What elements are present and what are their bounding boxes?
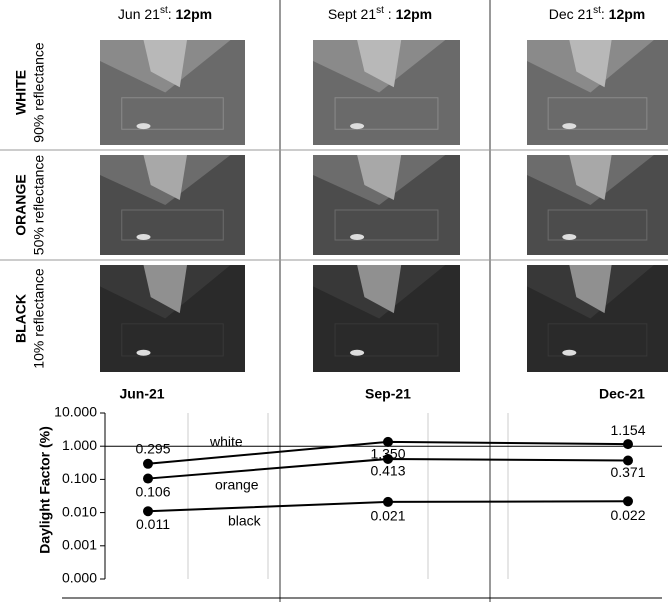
header-time: 12pm [176, 6, 213, 22]
render-light [350, 350, 364, 356]
row-name: ORANGE [13, 174, 29, 235]
header-sep: : [601, 6, 609, 22]
render-light [137, 123, 151, 129]
data-point [143, 506, 153, 516]
data-point [143, 474, 153, 484]
render-light [350, 123, 364, 129]
column-header: Sept 21st : 12pm [328, 5, 432, 22]
series-name: orange [215, 477, 259, 493]
header-sep: : [168, 6, 176, 22]
render-light [562, 123, 576, 129]
header-date: Jun 21 [118, 6, 160, 22]
row-name: BLACK [13, 294, 29, 343]
y-tick-label: 1.000 [62, 437, 97, 453]
data-point [143, 459, 153, 469]
y-tick-label: 0.001 [62, 537, 97, 553]
header-date: Sept 21 [328, 6, 376, 22]
header-date: Dec 21 [549, 6, 594, 22]
x-category-label: Sep-21 [365, 386, 411, 402]
figure: Daylight Factor (%) Jun 21st: 12pm Sept 2… [0, 0, 668, 602]
render-light [137, 350, 151, 356]
data-label: 0.371 [610, 464, 645, 480]
x-category-label: Jun-21 [119, 386, 164, 402]
y-tick-label: 0.010 [62, 503, 97, 519]
series-name: white [209, 434, 243, 450]
data-label: 0.021 [370, 508, 405, 524]
column-header: Dec 21st: 12pm [549, 5, 646, 22]
row-note: 90% reflectance [31, 42, 47, 143]
y-tick-label: 0.000 [62, 570, 97, 586]
column-header: Jun 21st: 12pm [118, 5, 212, 22]
y-tick-label: 10.000 [54, 404, 97, 420]
row-note: 50% reflectance [31, 155, 47, 256]
data-label: 0.106 [135, 483, 170, 499]
series-name: black [228, 513, 262, 529]
data-point [623, 496, 633, 506]
header-sep: : [384, 6, 396, 22]
row-name: WHITE [13, 70, 29, 115]
x-category-label: Dec-21 [599, 386, 645, 402]
data-label: 0.011 [136, 516, 170, 532]
data-label: 0.022 [610, 507, 645, 523]
data-point [383, 497, 393, 507]
data-point [623, 439, 633, 449]
data-label: 1.154 [610, 422, 645, 438]
data-label: 0.295 [135, 441, 170, 457]
row-note: 10% reflectance [31, 268, 47, 369]
data-label: 0.413 [370, 463, 405, 479]
y-axis-label: Daylight Factor (%) [37, 426, 53, 554]
y-tick-label: 0.100 [62, 470, 97, 486]
render-light [562, 350, 576, 356]
render-light [350, 234, 364, 240]
render-light [562, 234, 576, 240]
header-time: 12pm [609, 6, 646, 22]
render-light [137, 234, 151, 240]
header-time: 12pm [396, 6, 433, 22]
